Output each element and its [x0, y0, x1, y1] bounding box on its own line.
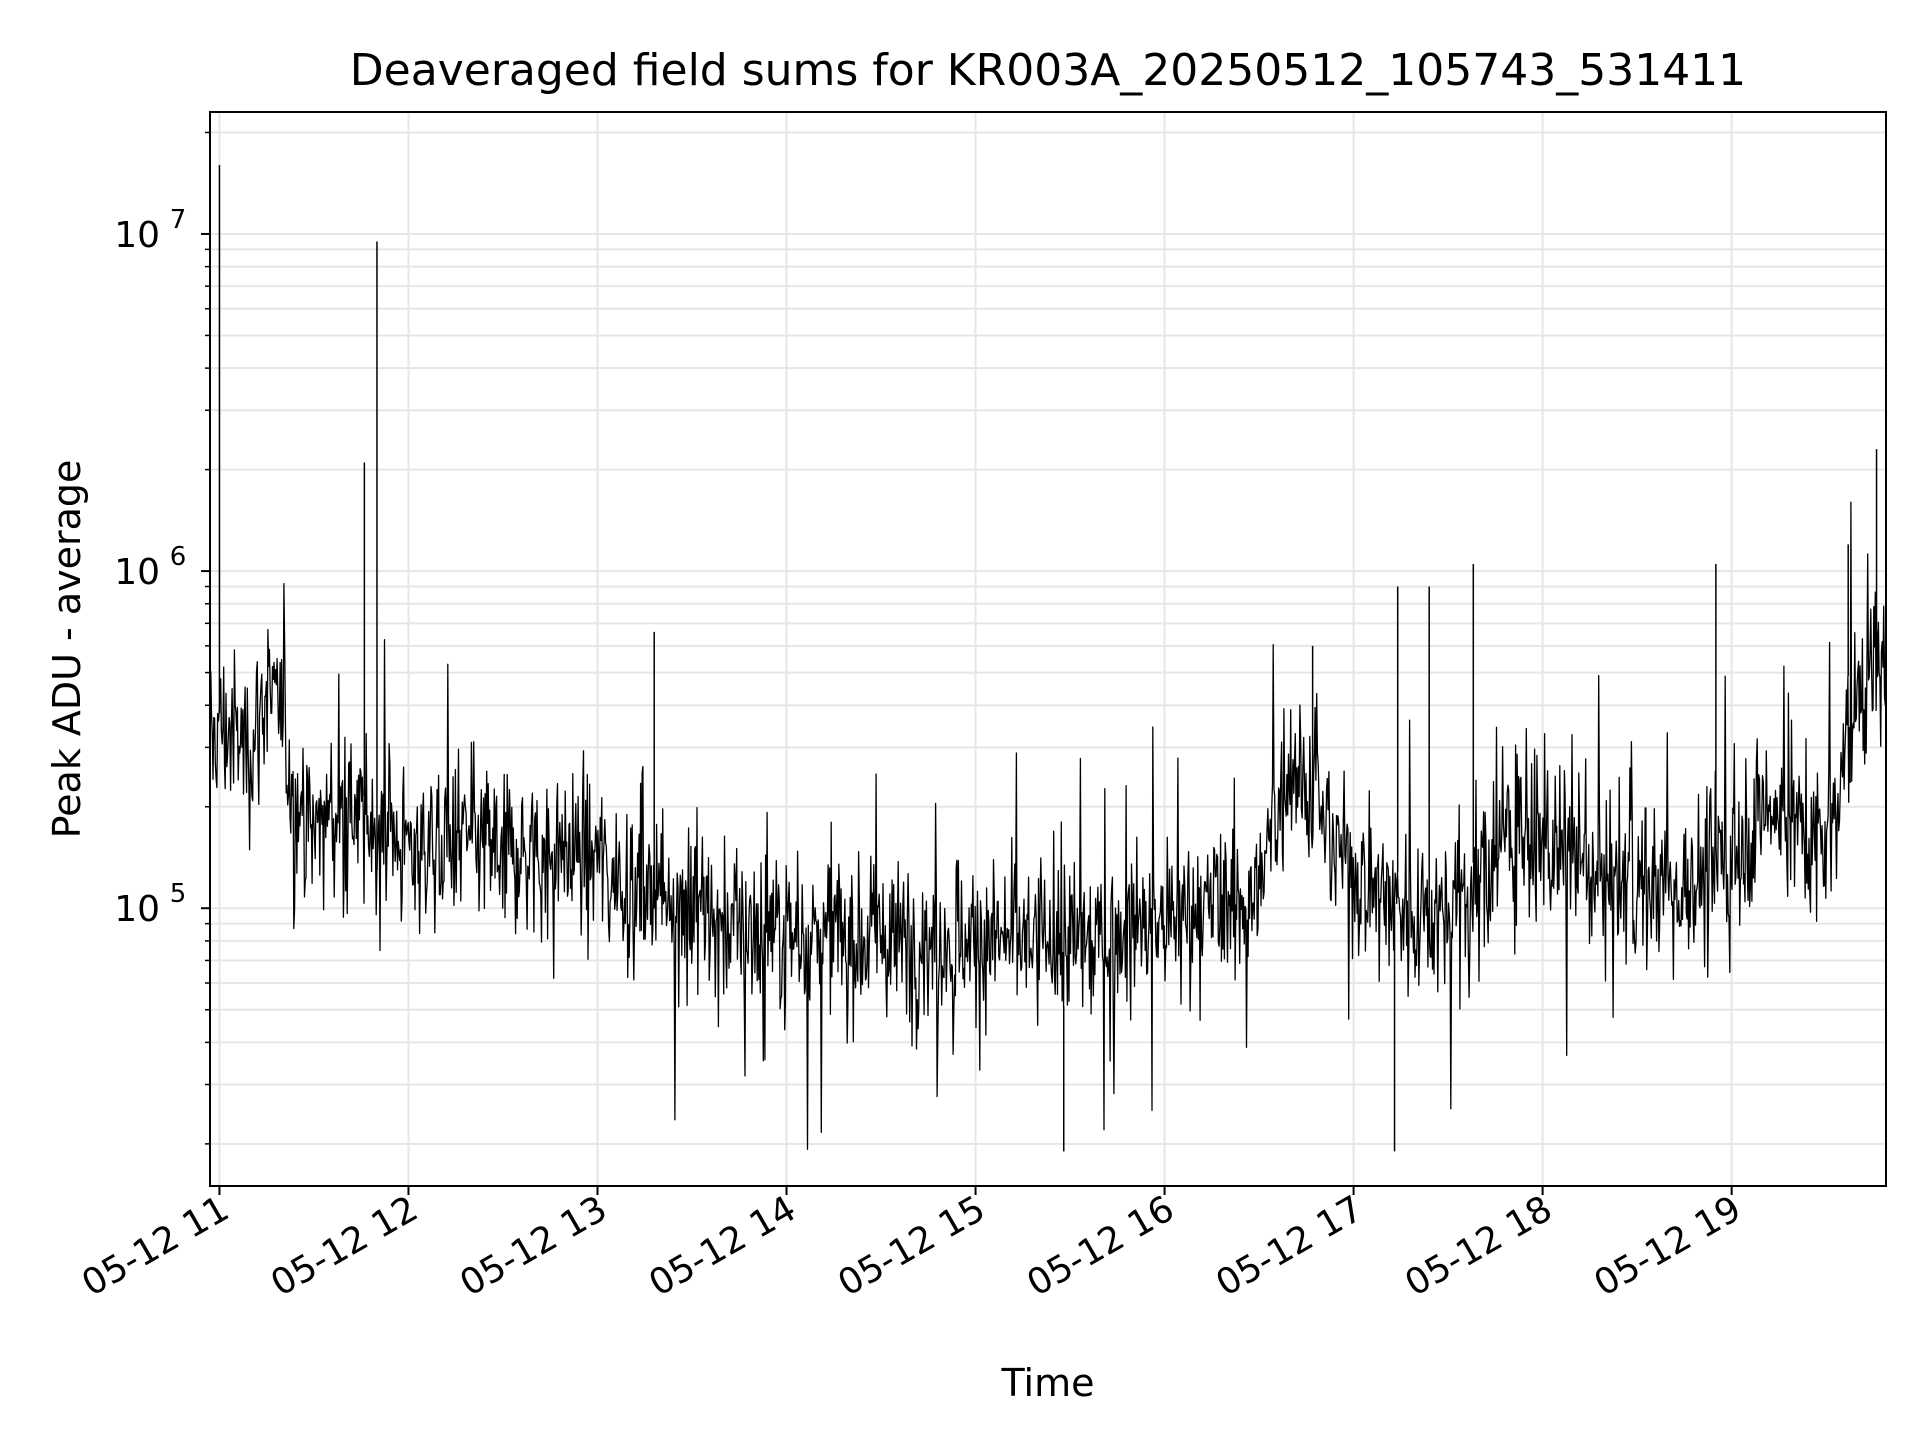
minor-gridlines — [210, 131, 1886, 1145]
y-axis: 10 5 10 6 10 7 — [114, 131, 210, 1145]
x-tick-label: 05-12 17 — [1209, 1188, 1370, 1304]
x-tick-label: 05-12 14 — [642, 1188, 803, 1304]
series-line — [209, 501, 1887, 1150]
x-axis: 05-12 11 05-12 12 05-12 13 05-12 14 05-12 15… — [75, 1186, 1748, 1305]
data-area — [209, 165, 1887, 1152]
x-tick-label: 05-12 18 — [1398, 1188, 1559, 1304]
y-tick-label: 10 — [114, 552, 160, 593]
chart-title: Deaveraged field sums for KR003A_2025051… — [350, 45, 1746, 96]
x-axis-label: Time — [1001, 1361, 1095, 1405]
y-tick-exponent: 6 — [170, 542, 187, 572]
y-tick-label: 10 — [114, 889, 160, 930]
y-tick-exponent: 7 — [170, 205, 187, 235]
x-tick-label: 05-12 16 — [1020, 1188, 1181, 1304]
major-gridlines — [210, 112, 1886, 1186]
plot-frame — [209, 111, 1887, 1187]
x-tick-label: 05-12 19 — [1587, 1188, 1748, 1304]
x-tick-label: 05-12 13 — [453, 1188, 614, 1304]
y-tick-label: 10 — [114, 215, 160, 256]
x-tick-label: 05-12 11 — [75, 1188, 236, 1304]
x-tick-label: 05-12 12 — [264, 1188, 425, 1304]
y-tick-exponent: 5 — [170, 879, 187, 909]
x-tick-label: 05-12 15 — [831, 1188, 992, 1304]
y-axis-label: Peak ADU - average — [45, 460, 89, 839]
